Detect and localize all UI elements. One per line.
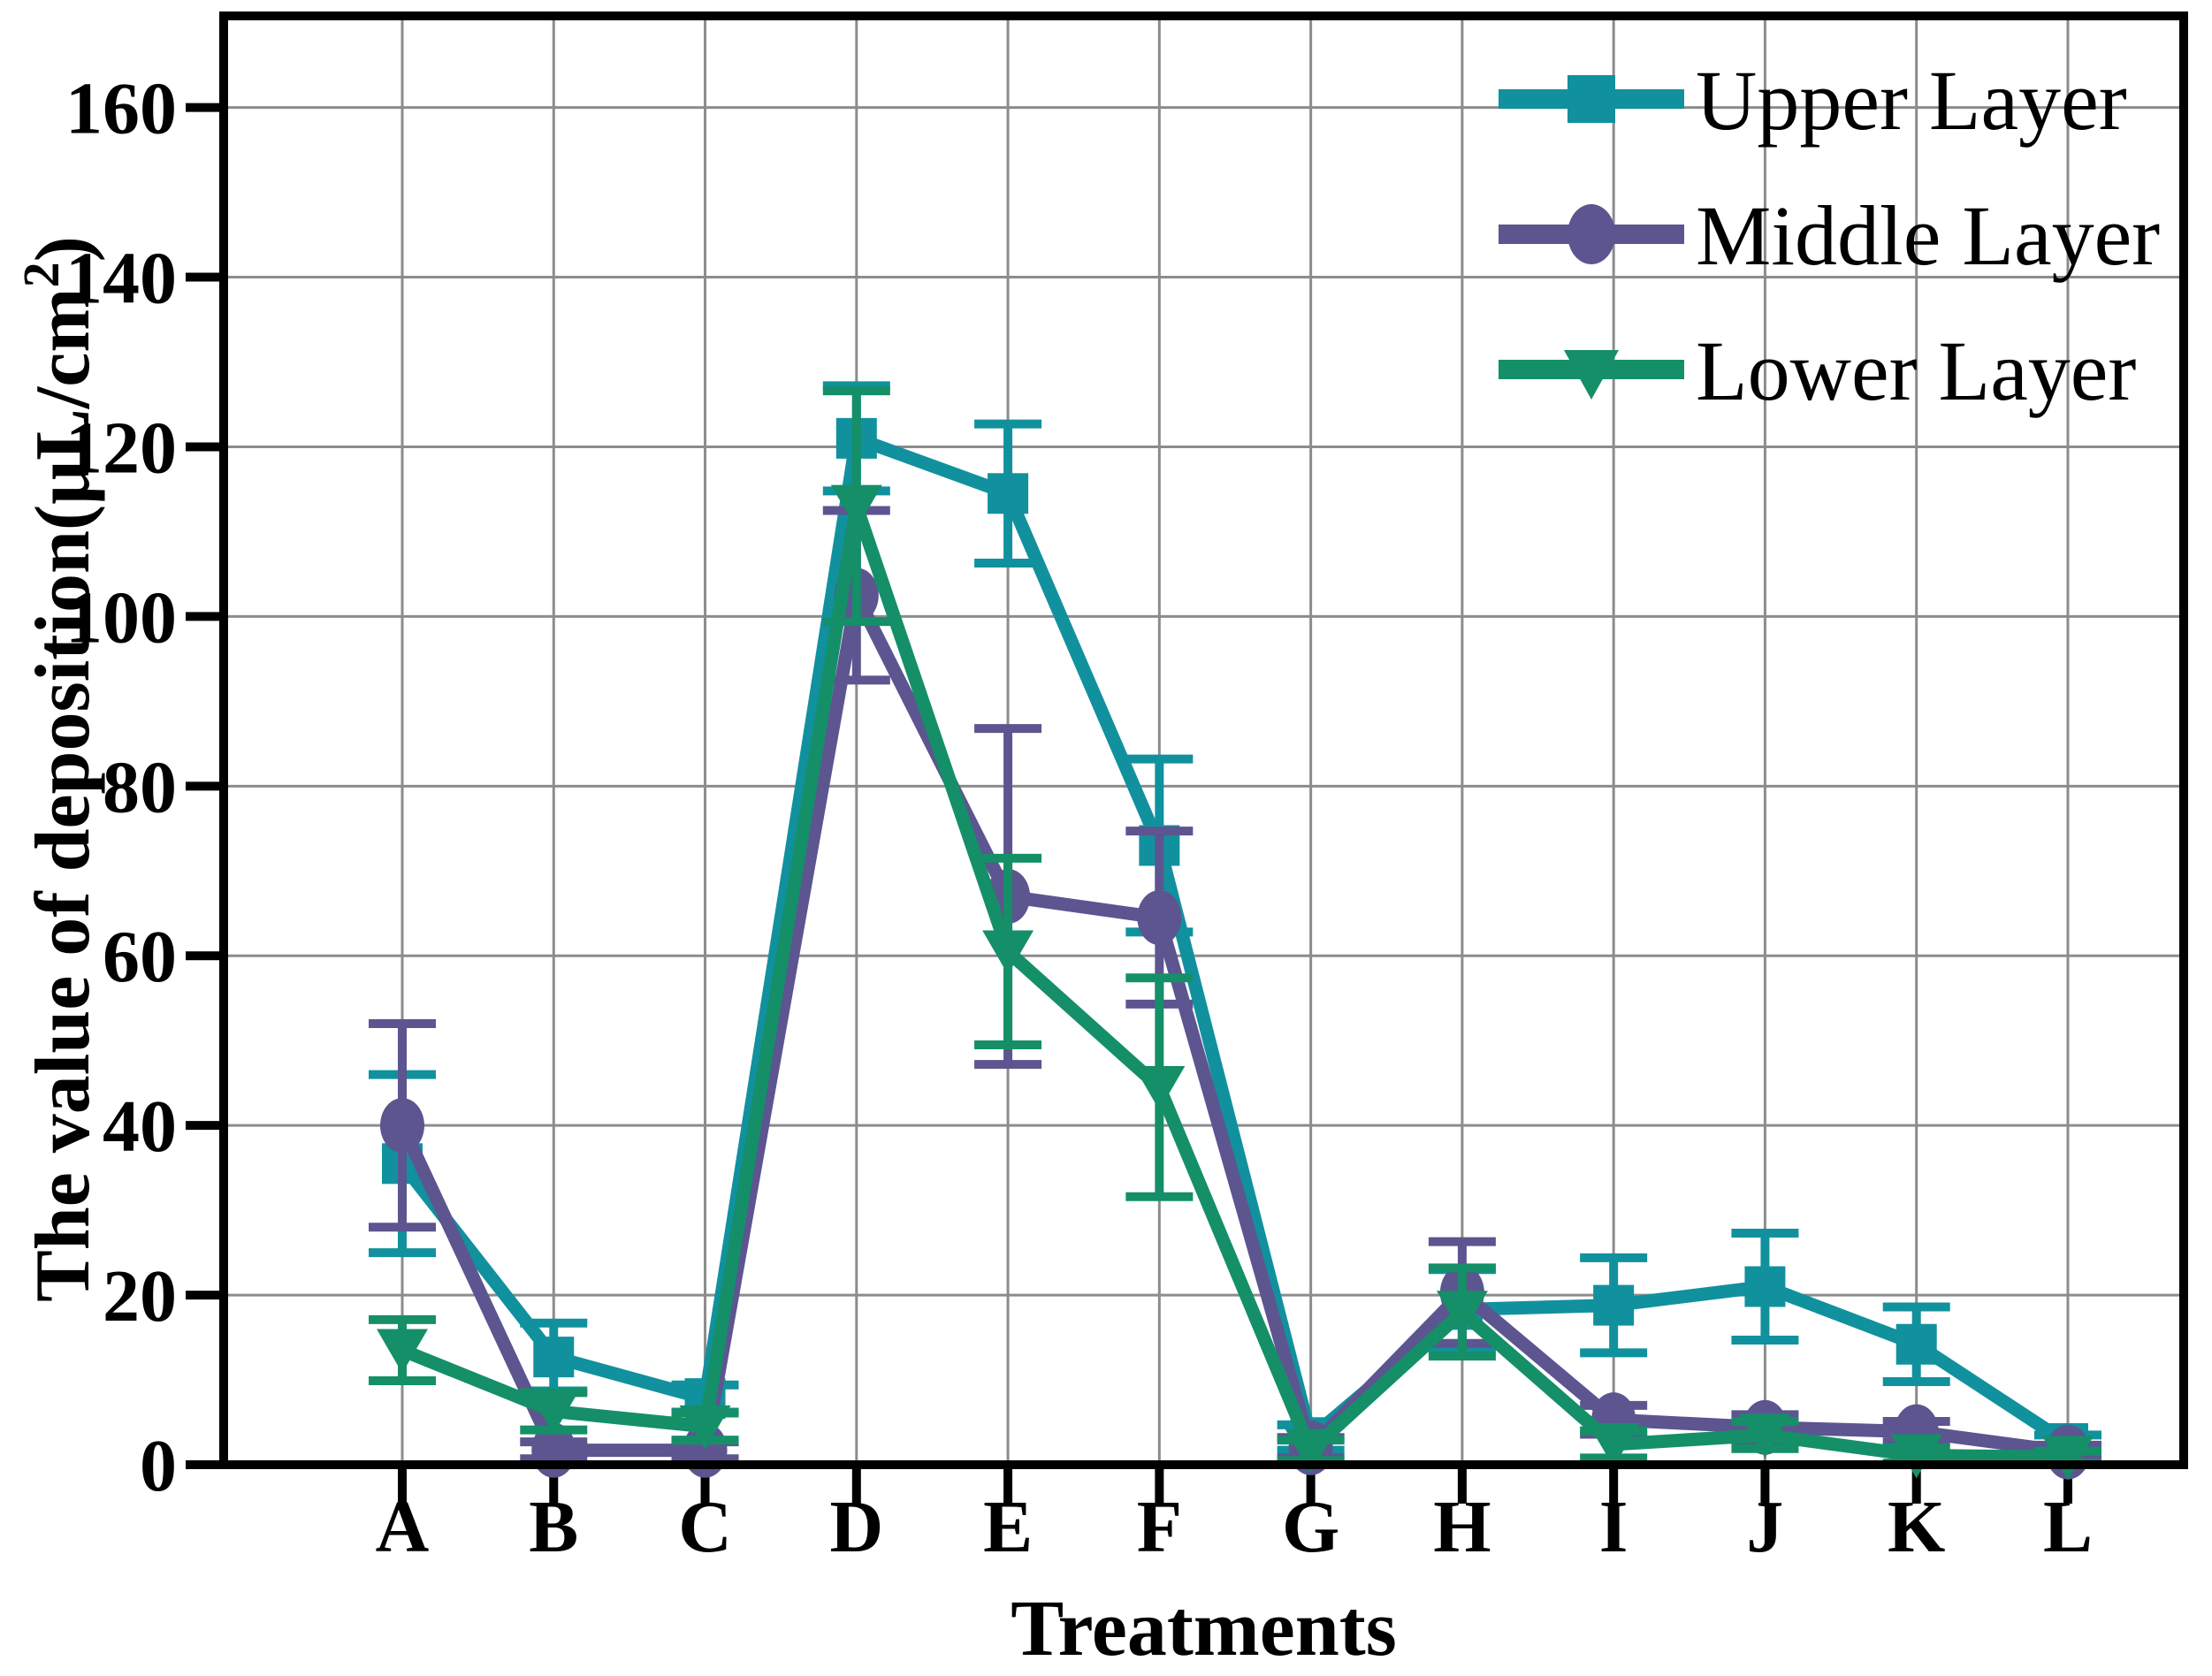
marker-triangle-down	[1285, 1428, 1337, 1474]
legend-label: Middle Layer	[1696, 188, 2160, 283]
x-tick-label: L	[2043, 1486, 2093, 1568]
marker-square	[1895, 1323, 1937, 1365]
marker-triangle-down	[1739, 1413, 1791, 1459]
marker-triangle-down	[377, 1329, 428, 1374]
y-tick-labels: 0 20 40 60 80 100 120 140 160	[65, 68, 177, 1507]
x-tick-label: J	[1746, 1486, 1783, 1568]
x-tick-label: C	[678, 1486, 732, 1568]
legend-item-middle-layer: Middle Layer	[1499, 188, 2160, 283]
marker-triangle-down	[1588, 1422, 1640, 1467]
marker-square	[1593, 1284, 1635, 1326]
y-tick-label: 40	[103, 1086, 177, 1168]
x-tick-label: E	[983, 1486, 1033, 1568]
x-tick-labels: A B C D E F G H I J K L	[376, 1486, 2093, 1568]
y-tick-label: 160	[65, 68, 177, 150]
marker-triangle-down	[528, 1390, 580, 1435]
x-tick-label: G	[1282, 1486, 1339, 1568]
y-tick-label: 140	[65, 238, 177, 320]
marker-circle	[380, 1098, 424, 1154]
series-line	[397, 429, 2072, 1450]
marker-square	[533, 1337, 575, 1378]
legend-item-lower-layer: Lower Layer	[1499, 324, 2136, 418]
series-line	[400, 504, 2069, 1464]
series-middle-layer	[369, 506, 2101, 1480]
plot-frame	[219, 11, 2188, 1469]
series-upper-layer	[369, 381, 2101, 1465]
legend-marker-circle	[1567, 204, 1615, 264]
legend-marker-square	[1567, 75, 1615, 123]
legend-marker-triangle-down	[1564, 350, 1619, 400]
y-tick-label: 0	[140, 1425, 177, 1507]
y-tick-label: 80	[103, 746, 177, 828]
x-tick-label: K	[1888, 1486, 1945, 1568]
x-tick-label: A	[376, 1486, 430, 1568]
marker-square	[1744, 1266, 1786, 1307]
x-tick-label: D	[829, 1486, 883, 1568]
marker-triangle-down	[982, 930, 1034, 975]
y-tick-label: 100	[65, 576, 177, 659]
marker-triangle-down	[2041, 1436, 2094, 1481]
x-tick-label: B	[529, 1486, 578, 1568]
legend-item-upper-layer: Upper Layer	[1499, 53, 2127, 148]
legend: Upper Layer Middle Layer Lower Layer	[1499, 53, 2160, 418]
x-tick-label: H	[1433, 1486, 1491, 1568]
x-tick-label: I	[1599, 1486, 1628, 1568]
x-tick-label: F	[1137, 1486, 1182, 1568]
marker-square	[988, 473, 1029, 514]
y-tick-label: 20	[103, 1255, 177, 1337]
series-line	[396, 574, 2069, 1461]
marker-triangle-down	[679, 1405, 731, 1450]
marker-triangle-down	[1133, 1065, 1186, 1110]
marker-triangle-down	[1436, 1291, 1488, 1336]
y-tick-label: 120	[65, 407, 177, 489]
legend-label: Lower Layer	[1696, 324, 2136, 418]
marker-circle	[1137, 890, 1182, 946]
x-axis-title: Treatments	[1011, 1585, 1397, 1672]
marker-triangle-down	[830, 484, 882, 529]
y-tick-label: 60	[103, 916, 177, 998]
legend-label: Upper Layer	[1696, 53, 2127, 148]
y-axis-title: The value of deposition(μL/cm2)	[12, 236, 106, 1302]
marker-triangle-down	[1890, 1434, 1942, 1479]
